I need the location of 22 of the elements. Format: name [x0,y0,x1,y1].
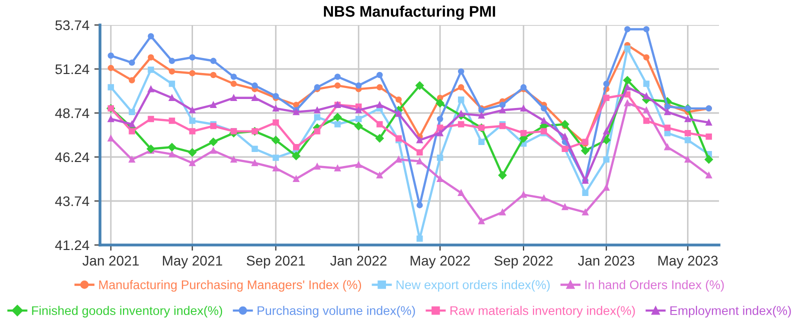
y-tick-label: 51.24 [55,64,90,74]
y-tick-label: 48.74 [55,108,90,118]
legend-label: Finished goods inventory index(%) [32,306,222,318]
x-tick-label: Jan 2023 [578,256,634,266]
y-tick-label: 41.24 [55,240,90,250]
y-tick-label: 53.74 [55,20,90,30]
x-tick-label: May 2022 [410,256,470,268]
legend-label: Purchasing volume index(%) [258,306,415,318]
legend-label: New export orders index(%) [396,280,550,292]
chart-title: NBS Manufacturing PMI [324,6,496,20]
x-tick-label: Jan 2021 [82,256,139,266]
x-tick-label: May 2023 [658,256,718,268]
legend-label: Manufacturing Purchasing Managers' Index (%) [99,280,362,292]
legend-label: Employment index(%) [670,306,791,318]
x-tick-label: Sep 2022 [494,256,553,268]
x-tick-label: Jan 2022 [330,256,386,266]
legend-label: Raw materials inventory index(%) [450,306,635,318]
y-tick-label: 43.74 [55,196,90,206]
legend-label: In hand Orders Index (%) [585,280,724,292]
y-tick-label: 46.24 [55,152,90,162]
x-tick-label: May 2021 [162,256,222,268]
x-tick-label: Sep 2021 [246,256,305,268]
